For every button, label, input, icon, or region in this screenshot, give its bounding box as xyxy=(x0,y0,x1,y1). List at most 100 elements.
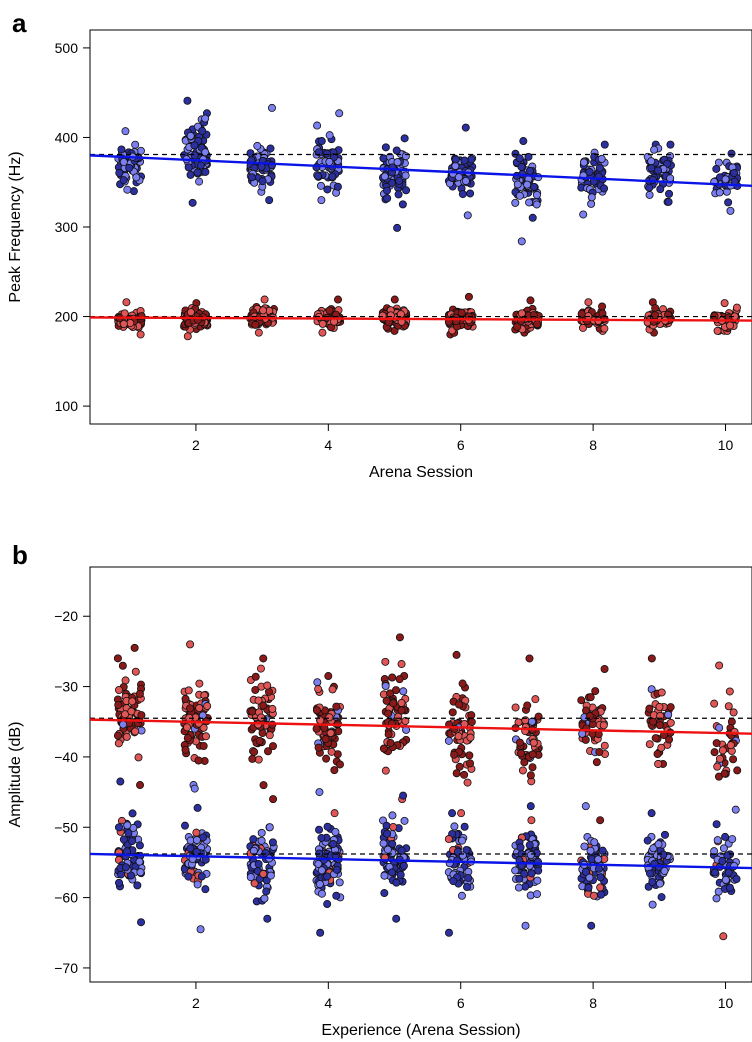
blue-data-point xyxy=(383,186,392,195)
blue-data-point xyxy=(121,863,130,872)
red-data-point xyxy=(194,756,203,765)
blue-data-point xyxy=(579,158,588,167)
y-tick-label: −70 xyxy=(54,960,78,976)
blue-data-point xyxy=(331,828,340,837)
blue-data-point xyxy=(585,873,594,882)
red-data-point xyxy=(114,739,123,748)
chart-peak-frequency: 2 4 6 8 10 100 200 300 400 500 Arena Session Peak F… xyxy=(7,29,752,481)
blue-data-point xyxy=(712,164,721,173)
red-data-point xyxy=(186,704,195,713)
blue-data-point xyxy=(517,237,526,246)
blue-data-point xyxy=(192,836,201,845)
red-data-point xyxy=(324,672,333,681)
blue-data-point xyxy=(379,839,388,848)
blue-data-point xyxy=(728,835,737,844)
red-data-point xyxy=(649,717,658,726)
blue-data-point xyxy=(266,144,275,153)
blue-data-point xyxy=(201,885,210,894)
red-data-point xyxy=(390,295,399,304)
blue-data-point xyxy=(581,867,590,876)
red-data-point xyxy=(528,763,537,772)
red-data-point xyxy=(657,688,666,697)
blue-data-point xyxy=(533,890,542,899)
red-data-point xyxy=(584,298,593,307)
blue-data-point xyxy=(322,149,331,158)
blue-data-point xyxy=(114,823,123,832)
blue-data-point xyxy=(323,900,332,909)
red-data-point xyxy=(184,686,193,695)
blue-data-point xyxy=(665,189,674,198)
red-data-point xyxy=(314,743,323,752)
blue-data-point xyxy=(463,211,472,220)
blue-data-point xyxy=(462,846,471,855)
blue-data-point xyxy=(257,836,266,845)
red-data-point xyxy=(657,743,666,752)
red-data-point xyxy=(335,760,344,769)
blue-data-point xyxy=(657,893,666,902)
blue-data-point xyxy=(519,137,528,146)
blue-data-point xyxy=(579,210,588,219)
red-data-point xyxy=(381,682,390,691)
red-data-point xyxy=(655,702,664,711)
red-data-point xyxy=(596,816,605,825)
blue-data-point xyxy=(258,177,267,186)
x-tick-label: 2 xyxy=(192,437,200,453)
blue-data-point xyxy=(188,198,197,207)
red-data-point xyxy=(397,698,406,707)
blue-data-point xyxy=(514,883,523,892)
red-data-point xyxy=(529,738,538,747)
red-data-point xyxy=(397,706,406,715)
blue-data-point xyxy=(392,146,401,155)
blue-data-point xyxy=(124,829,133,838)
red-data-point xyxy=(710,748,719,757)
y-tick-label: −60 xyxy=(54,890,78,906)
red-data-point xyxy=(122,732,131,741)
red-data-point xyxy=(384,730,393,739)
blue-data-point xyxy=(265,823,274,832)
blue-data-point xyxy=(525,841,534,850)
blue-data-point xyxy=(123,185,132,194)
red-data-point xyxy=(259,654,268,663)
blue-data-point xyxy=(393,223,402,232)
red-data-point xyxy=(591,687,600,696)
red-data-point xyxy=(724,702,733,711)
blue-data-point xyxy=(580,842,589,851)
blue-data-point xyxy=(731,805,740,814)
red-data-point xyxy=(325,713,334,722)
red-data-point xyxy=(651,734,660,743)
blue-data-point xyxy=(712,820,721,829)
red-data-point xyxy=(195,704,204,713)
blue-data-point xyxy=(646,869,655,878)
x-axis-label: Experience (Arena Session) xyxy=(321,1022,520,1039)
blue-data-point xyxy=(463,883,472,892)
blue-data-point xyxy=(394,190,403,199)
red-data-point xyxy=(119,319,128,328)
blue-data-point xyxy=(328,172,337,181)
blue-data-point xyxy=(458,836,467,845)
red-data-point xyxy=(598,302,607,311)
red-data-point xyxy=(600,741,609,750)
blue-data-point xyxy=(115,878,124,887)
blue-data-point xyxy=(521,921,530,930)
blue-data-point xyxy=(129,187,138,196)
red-data-point xyxy=(653,749,662,758)
blue-data-point xyxy=(316,181,325,190)
red-data-point xyxy=(526,296,535,305)
blue-data-point xyxy=(523,180,532,189)
red-data-point xyxy=(452,769,461,778)
blue-data-point xyxy=(730,169,739,178)
blue-data-point xyxy=(381,143,390,152)
red-data-point xyxy=(136,330,145,339)
blue-data-point xyxy=(325,131,334,140)
blue-data-point xyxy=(314,172,323,181)
red-data-point xyxy=(183,723,192,732)
blue-data-point xyxy=(719,844,728,853)
red-data-point xyxy=(312,724,321,733)
red-data-point xyxy=(255,736,264,745)
red-data-point xyxy=(713,326,722,335)
blue-data-point xyxy=(585,167,594,176)
red-data-point xyxy=(725,687,734,696)
red-data-point xyxy=(131,667,140,676)
blue-data-point xyxy=(323,185,332,194)
red-data-point xyxy=(391,686,400,695)
